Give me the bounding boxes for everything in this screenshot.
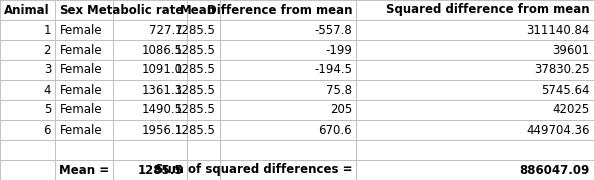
Text: 1086.5: 1086.5 [142,44,183,57]
Text: 1285.5: 1285.5 [137,163,183,177]
Text: 727.7: 727.7 [149,24,183,37]
Text: 1285.5: 1285.5 [175,44,216,57]
Text: 2: 2 [43,44,51,57]
Text: 1285.5: 1285.5 [175,64,216,76]
Text: Mean: Mean [179,3,216,17]
Text: 886047.09: 886047.09 [520,163,590,177]
Text: Sum of squared differences =: Sum of squared differences = [155,163,352,177]
Text: 1285.5: 1285.5 [175,24,216,37]
Text: Female: Female [59,44,102,57]
Text: Female: Female [59,64,102,76]
Text: -199: -199 [326,44,352,57]
Text: Metabolic rate: Metabolic rate [87,3,183,17]
Text: Sex: Sex [59,3,84,17]
Text: Female: Female [59,123,102,136]
Text: 37830.25: 37830.25 [534,64,590,76]
Text: 311140.84: 311140.84 [526,24,590,37]
Text: Female: Female [59,103,102,116]
Text: 205: 205 [330,103,352,116]
Text: Difference from mean: Difference from mean [207,3,352,17]
Text: 4: 4 [43,84,51,96]
Text: 1956.1: 1956.1 [142,123,183,136]
Text: 42025: 42025 [552,103,590,116]
Text: Squared difference from mean: Squared difference from mean [386,3,590,17]
Text: -194.5: -194.5 [314,64,352,76]
Text: 1490.5: 1490.5 [142,103,183,116]
Text: 75.8: 75.8 [326,84,352,96]
Text: 39601: 39601 [552,44,590,57]
Text: 670.6: 670.6 [318,123,352,136]
Text: 1285.5: 1285.5 [175,123,216,136]
Text: Female: Female [59,24,102,37]
Text: 1: 1 [43,24,51,37]
Text: 5745.64: 5745.64 [541,84,590,96]
Text: 6: 6 [43,123,51,136]
Text: -557.8: -557.8 [314,24,352,37]
Text: 3: 3 [44,64,51,76]
Text: Animal: Animal [4,3,50,17]
Text: Mean =: Mean = [59,163,109,177]
Text: 1285.5: 1285.5 [175,84,216,96]
Text: 1361.3: 1361.3 [142,84,183,96]
Text: 1285.5: 1285.5 [175,103,216,116]
Text: 1091.0: 1091.0 [142,64,183,76]
Text: Female: Female [59,84,102,96]
Text: 449704.36: 449704.36 [526,123,590,136]
Text: 5: 5 [44,103,51,116]
